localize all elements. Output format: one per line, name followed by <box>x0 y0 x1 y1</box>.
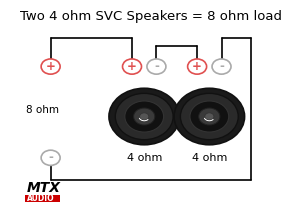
Circle shape <box>212 59 231 74</box>
Circle shape <box>134 108 155 125</box>
Text: Two 4 ohm SVC Speakers = 8 ohm load: Two 4 ohm SVC Speakers = 8 ohm load <box>20 10 282 23</box>
Text: 4 ohm: 4 ohm <box>192 153 227 163</box>
Text: +: + <box>127 60 137 73</box>
Text: -: - <box>48 151 53 164</box>
Text: 4 ohm: 4 ohm <box>127 153 162 163</box>
FancyBboxPatch shape <box>25 195 60 202</box>
Circle shape <box>174 88 245 145</box>
Text: +: + <box>192 60 202 73</box>
Circle shape <box>125 101 164 132</box>
Text: MTX: MTX <box>26 181 60 195</box>
Circle shape <box>147 59 166 74</box>
Circle shape <box>190 101 229 132</box>
Circle shape <box>109 88 179 145</box>
Circle shape <box>199 108 220 125</box>
Circle shape <box>123 59 142 74</box>
Circle shape <box>41 59 60 74</box>
Circle shape <box>115 93 173 140</box>
Text: +: + <box>46 60 56 73</box>
Text: -: - <box>219 60 224 73</box>
Text: AUDIO: AUDIO <box>27 194 55 203</box>
Text: 8 ohm: 8 ohm <box>26 105 59 115</box>
Text: -: - <box>154 60 159 73</box>
Circle shape <box>205 113 214 120</box>
Circle shape <box>140 113 149 120</box>
Circle shape <box>41 150 60 165</box>
Circle shape <box>188 59 207 74</box>
Circle shape <box>180 93 238 140</box>
